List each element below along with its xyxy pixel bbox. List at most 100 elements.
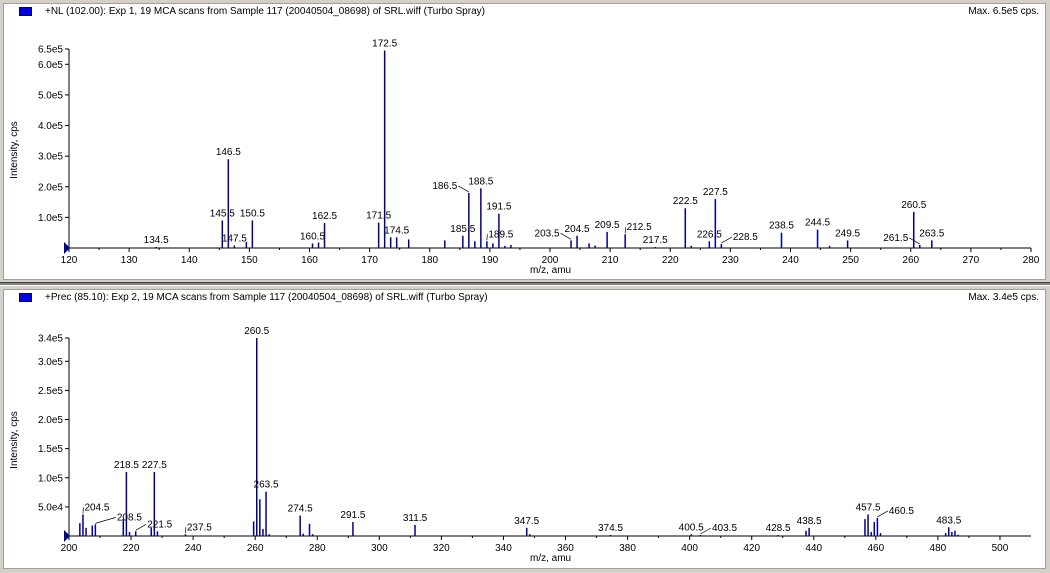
x-tick-label: 480 xyxy=(930,543,947,554)
x-tick-label: 300 xyxy=(371,543,388,554)
x-tick-label: 130 xyxy=(121,255,138,266)
peak-label: 146.5 xyxy=(216,147,241,158)
peak-label: 172.5 xyxy=(372,39,397,50)
peak-label: 238.5 xyxy=(769,221,794,232)
x-tick-label: 190 xyxy=(482,255,499,266)
peak-label: 291.5 xyxy=(340,510,365,521)
x-tick-label: 320 xyxy=(433,543,450,554)
peak-label: 222.5 xyxy=(673,196,698,207)
label-leader-line xyxy=(721,236,733,244)
peak-label: 171.5 xyxy=(366,211,391,222)
x-tick-label: 140 xyxy=(181,255,198,266)
peak-label: 244.5 xyxy=(805,218,830,229)
x-tick-label: 200 xyxy=(61,543,78,554)
peak-label: 261.5 xyxy=(883,233,908,244)
x-tick-label: 160 xyxy=(301,255,318,266)
peak-label: 147.5 xyxy=(222,234,247,245)
peak-label: 208.5 xyxy=(117,512,142,523)
y-tick-label: 2.0e5 xyxy=(38,415,63,426)
peak-label: 150.5 xyxy=(240,208,265,219)
y-tick-label: 5.0e5 xyxy=(38,90,63,101)
x-axis-label: m/z, amu xyxy=(530,553,571,564)
legend-swatch xyxy=(19,7,32,16)
legend-swatch xyxy=(19,293,32,302)
label-leader-line xyxy=(95,517,116,524)
y-tick-label: 1.0e5 xyxy=(38,213,63,224)
peak-label: 218.5 xyxy=(114,460,139,471)
y-tick-label: 5.0e4 xyxy=(38,502,63,513)
peak-label: 217.5 xyxy=(643,235,668,246)
x-tick-label: 180 xyxy=(421,255,438,266)
peak-label: 228.5 xyxy=(733,232,758,243)
peak-label: 263.5 xyxy=(919,228,944,239)
y-tick-label: 2.5e5 xyxy=(38,386,63,397)
panel-title: +Prec (85.10): Exp 2, 19 MCA scans from … xyxy=(45,292,488,303)
peak-label: 438.5 xyxy=(797,516,822,527)
x-tick-label: 260 xyxy=(247,543,264,554)
chart-1: 200 220 240 260 280 300 320 340 360 380 400 420 440 4… xyxy=(9,326,1031,564)
y-tick-label: 2.0e5 xyxy=(38,182,63,193)
peak-label: 203.5 xyxy=(535,228,560,239)
y-tick-label: 1.0e5 xyxy=(38,473,63,484)
x-tick-label: 500 xyxy=(992,543,1009,554)
label-leader-line xyxy=(560,233,572,240)
y-tick-label: 6.0e5 xyxy=(38,60,63,71)
max-intensity-label: Max. 6.5e5 cps. xyxy=(968,6,1039,17)
peak-label: 483.5 xyxy=(936,515,961,526)
peak-label: 374.5 xyxy=(598,523,623,534)
y-tick-label: 1.5e5 xyxy=(38,444,63,455)
y-tick-label: 6.5e5 xyxy=(38,45,63,56)
x-tick-label: 240 xyxy=(782,255,799,266)
label-leader-line xyxy=(877,510,889,518)
peak-label: 237.5 xyxy=(187,522,212,533)
y-axis-label: Intensity, cps xyxy=(9,411,20,469)
peak-label: 204.5 xyxy=(565,224,590,235)
label-leader-line xyxy=(135,524,147,531)
x-tick-label: 380 xyxy=(619,543,636,554)
y-axis-label: Intensity, cps xyxy=(9,121,20,179)
spectrum-panel-nl: +NL (102.00): Exp 1, 19 MCA scans from S… xyxy=(3,3,1046,280)
peak-label: 460.5 xyxy=(889,506,914,517)
peak-label: 249.5 xyxy=(835,228,860,239)
x-tick-label: 150 xyxy=(241,255,258,266)
x-tick-label: 200 xyxy=(542,255,559,266)
x-tick-label: 280 xyxy=(309,543,326,554)
peak-label: 145.5 xyxy=(210,208,235,219)
x-axis-label: m/z, amu xyxy=(530,265,571,276)
peak-label: 221.5 xyxy=(147,519,172,530)
y-tick-label: 3.0e5 xyxy=(38,357,63,368)
peak-label: 160.5 xyxy=(300,231,325,242)
max-intensity-label: Max. 3.4e5 cps. xyxy=(968,292,1039,303)
x-tick-label: 220 xyxy=(662,255,679,266)
peak-label: 174.5 xyxy=(384,225,409,236)
x-tick-label: 270 xyxy=(963,255,980,266)
x-tick-label: 240 xyxy=(185,543,202,554)
x-tick-label: 260 xyxy=(902,255,919,266)
baseline-marker-icon xyxy=(64,242,70,254)
x-tick-label: 440 xyxy=(805,543,822,554)
x-tick-label: 360 xyxy=(557,543,574,554)
peak-label: 311.5 xyxy=(403,513,428,524)
peak-label: 263.5 xyxy=(254,480,279,491)
peak-label: 162.5 xyxy=(312,211,337,222)
panel-splitter[interactable] xyxy=(0,282,1050,286)
x-tick-label: 400 xyxy=(681,543,698,554)
peak-label: 457.5 xyxy=(856,502,881,513)
peak-label: 227.5 xyxy=(703,187,728,198)
peak-label: 400.5 xyxy=(679,522,704,533)
peak-label: 191.5 xyxy=(486,202,511,213)
peak-label: 403.5 xyxy=(712,523,737,534)
x-tick-label: 220 xyxy=(123,543,140,554)
baseline-marker-icon xyxy=(64,530,70,542)
peak-label: 189.5 xyxy=(488,229,513,240)
peak-label: 428.5 xyxy=(766,523,791,534)
peak-label: 260.5 xyxy=(244,326,269,337)
peak-label: 188.5 xyxy=(468,176,493,187)
panel-title: +NL (102.00): Exp 1, 19 MCA scans from S… xyxy=(45,6,485,17)
peak-label: 209.5 xyxy=(595,220,620,231)
label-leader-line xyxy=(458,185,470,193)
x-tick-label: 460 xyxy=(867,543,884,554)
peak-label: 274.5 xyxy=(288,504,313,515)
chart-0: 120 130 140 150 160 170 180 190 200 210 220 230 240 2… xyxy=(9,39,1040,276)
peak-label: 134.5 xyxy=(144,235,169,246)
